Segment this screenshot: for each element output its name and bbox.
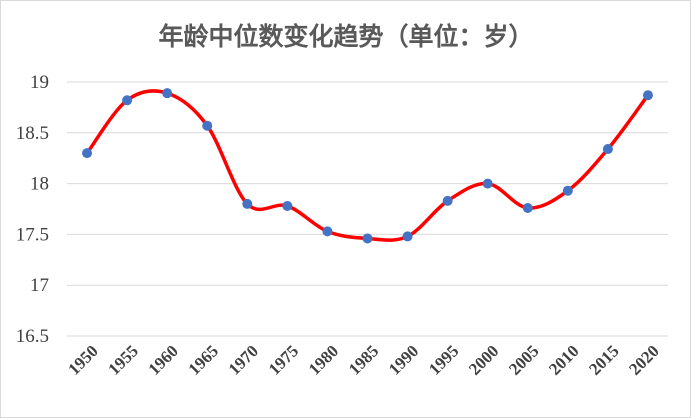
series-line [85, 89, 650, 242]
y-tick-label: 16.5 [16, 326, 49, 347]
x-tick-label: 2010 [545, 341, 582, 378]
data-point [602, 144, 613, 155]
x-tick-label: 1985 [345, 341, 382, 378]
data-point [362, 233, 373, 244]
gridlines [67, 81, 668, 337]
x-tick-label: 1965 [185, 341, 222, 378]
data-point [442, 195, 453, 206]
data-point [482, 178, 493, 189]
data-point [402, 231, 413, 242]
data-point [162, 88, 173, 99]
x-tick-label: 2015 [585, 341, 622, 378]
data-point [642, 90, 653, 101]
data-point [202, 120, 213, 131]
x-tick-label: 2020 [625, 341, 662, 378]
data-point [322, 226, 333, 237]
x-tick-label: 1995 [425, 341, 462, 378]
y-tick-label: 17 [30, 275, 49, 296]
series-line-layer [85, 89, 650, 242]
data-point [562, 185, 573, 196]
x-tick-label: 1950 [64, 341, 101, 378]
y-tick-label: 18 [30, 174, 49, 195]
x-axis-tick-labels: 1950 1955 1960 1965 1970 1975 1980 1985 1990 1995… [64, 341, 662, 378]
x-tick-label: 2000 [465, 341, 502, 378]
chart-title: 年龄中位数变化趋势（单位：岁） [158, 22, 533, 51]
y-axis-tick-labels: 16.5 17 17.5 18 18.5 19 [16, 72, 49, 347]
data-point [242, 198, 253, 209]
y-tick-label: 19 [30, 72, 49, 93]
x-tick-label: 1970 [225, 341, 262, 378]
x-tick-label: 1955 [104, 341, 141, 378]
x-tick-label: 1980 [305, 341, 342, 378]
x-tick-label: 1960 [145, 341, 182, 378]
y-tick-label: 18.5 [16, 123, 49, 144]
data-point [82, 148, 93, 159]
x-tick-label: 1975 [265, 341, 302, 378]
data-point [122, 95, 133, 106]
data-point-markers [82, 88, 653, 244]
x-tick-label: 1990 [385, 341, 422, 378]
data-point [282, 200, 293, 211]
x-tick-label: 2005 [505, 341, 542, 378]
y-tick-label: 17.5 [16, 224, 49, 245]
data-point [522, 202, 533, 213]
